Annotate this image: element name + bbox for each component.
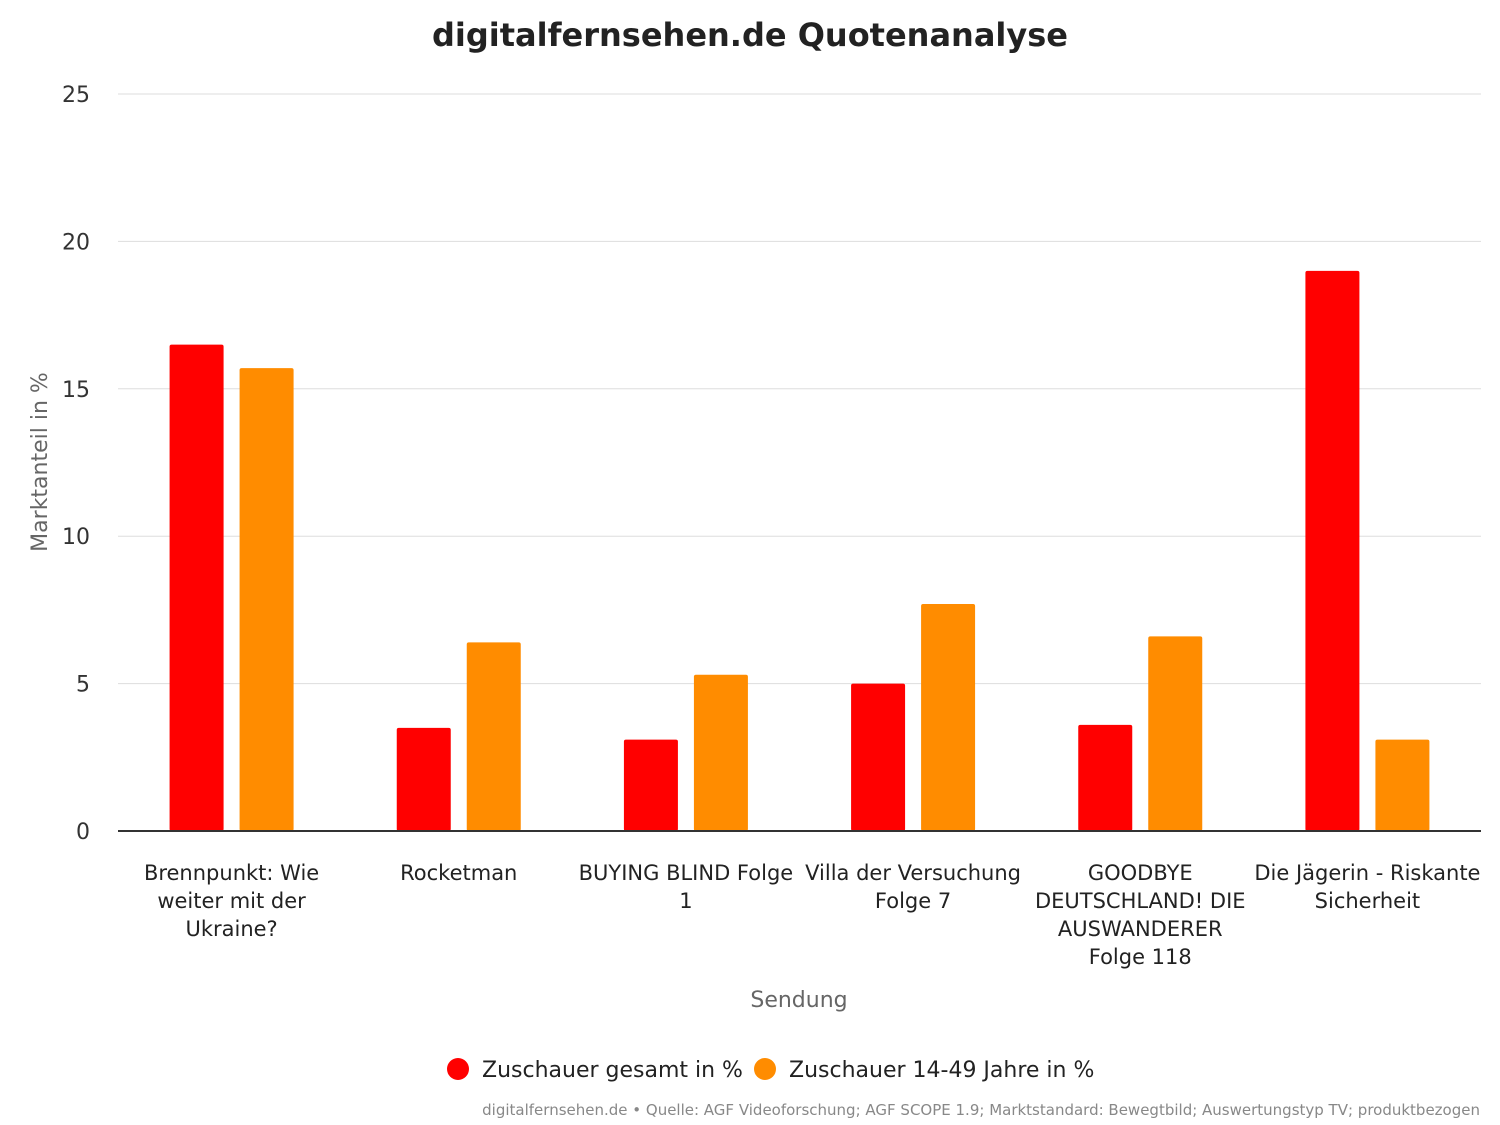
bar-gesamt-2[interactable]: [396, 727, 451, 831]
x-category-label: AUSWANDERER: [1058, 917, 1223, 941]
bar-gesamt-3[interactable]: [623, 739, 678, 831]
legend[interactable]: Zuschauer gesamt in % Zuschauer 14-49 Jah…: [447, 1058, 1094, 1083]
x-category-label: Sicherheit: [1315, 889, 1421, 913]
bar-14-49-3[interactable]: [693, 674, 748, 831]
y-tick-label: 15: [62, 378, 90, 403]
credits-text: digitalfernsehen.de • Quelle: AGF Videof…: [482, 1101, 1480, 1119]
bar-14-49-4[interactable]: [921, 604, 976, 831]
x-category-label: GOODBYE: [1088, 861, 1193, 885]
legend-marker[interactable]: [447, 1058, 469, 1080]
bar-gesamt-1[interactable]: [169, 344, 224, 831]
x-category-label: Brennpunkt: Wie: [144, 861, 319, 885]
x-category-label: Folge 7: [875, 889, 951, 913]
legend-marker[interactable]: [754, 1058, 776, 1080]
x-category-label: Die Jägerin - Riskante: [1254, 861, 1480, 885]
y-axis-ticks: 0 5 10 15 20 25: [62, 83, 90, 845]
y-tick-label: 20: [62, 230, 90, 255]
y-tick-label: 0: [76, 820, 90, 845]
x-category-label: Ukraine?: [185, 917, 277, 941]
bars: [169, 270, 1430, 831]
chart-title: digitalfernsehen.de Quotenanalyse: [432, 16, 1068, 54]
x-axis-title: Sendung: [750, 988, 847, 1013]
y-tick-label: 5: [76, 673, 90, 698]
bar-gesamt-5[interactable]: [1078, 724, 1133, 831]
y-tick-label: 25: [62, 83, 90, 108]
y-tick-label: 10: [62, 525, 90, 550]
x-category-label: Folge 118: [1089, 945, 1192, 969]
x-category-label: weiter mit der: [157, 889, 306, 913]
y-axis-title: Marktanteil in %: [28, 372, 53, 552]
x-category-label: Villa der Versuchung: [805, 861, 1021, 885]
bar-14-49-2[interactable]: [466, 642, 521, 831]
x-category-label: DEUTSCHLAND! DIE: [1035, 889, 1246, 913]
bar-14-49-1[interactable]: [239, 368, 294, 831]
bar-14-49-5[interactable]: [1148, 636, 1203, 831]
bar-gesamt-6[interactable]: [1305, 270, 1360, 831]
x-category-label: 1: [679, 889, 692, 913]
legend-label[interactable]: Zuschauer 14-49 Jahre in %: [789, 1058, 1094, 1083]
legend-label[interactable]: Zuschauer gesamt in %: [482, 1058, 743, 1083]
x-axis-categories: Brennpunkt: Wie weiter mit der Ukraine? Roc…: [144, 861, 1481, 969]
bar-gesamt-4[interactable]: [851, 683, 906, 831]
x-category-label: BUYING BLIND Folge: [579, 861, 794, 885]
gridlines: [118, 93, 1481, 685]
x-category-label: Rocketman: [400, 861, 517, 885]
bar-14-49-6[interactable]: [1375, 739, 1430, 831]
